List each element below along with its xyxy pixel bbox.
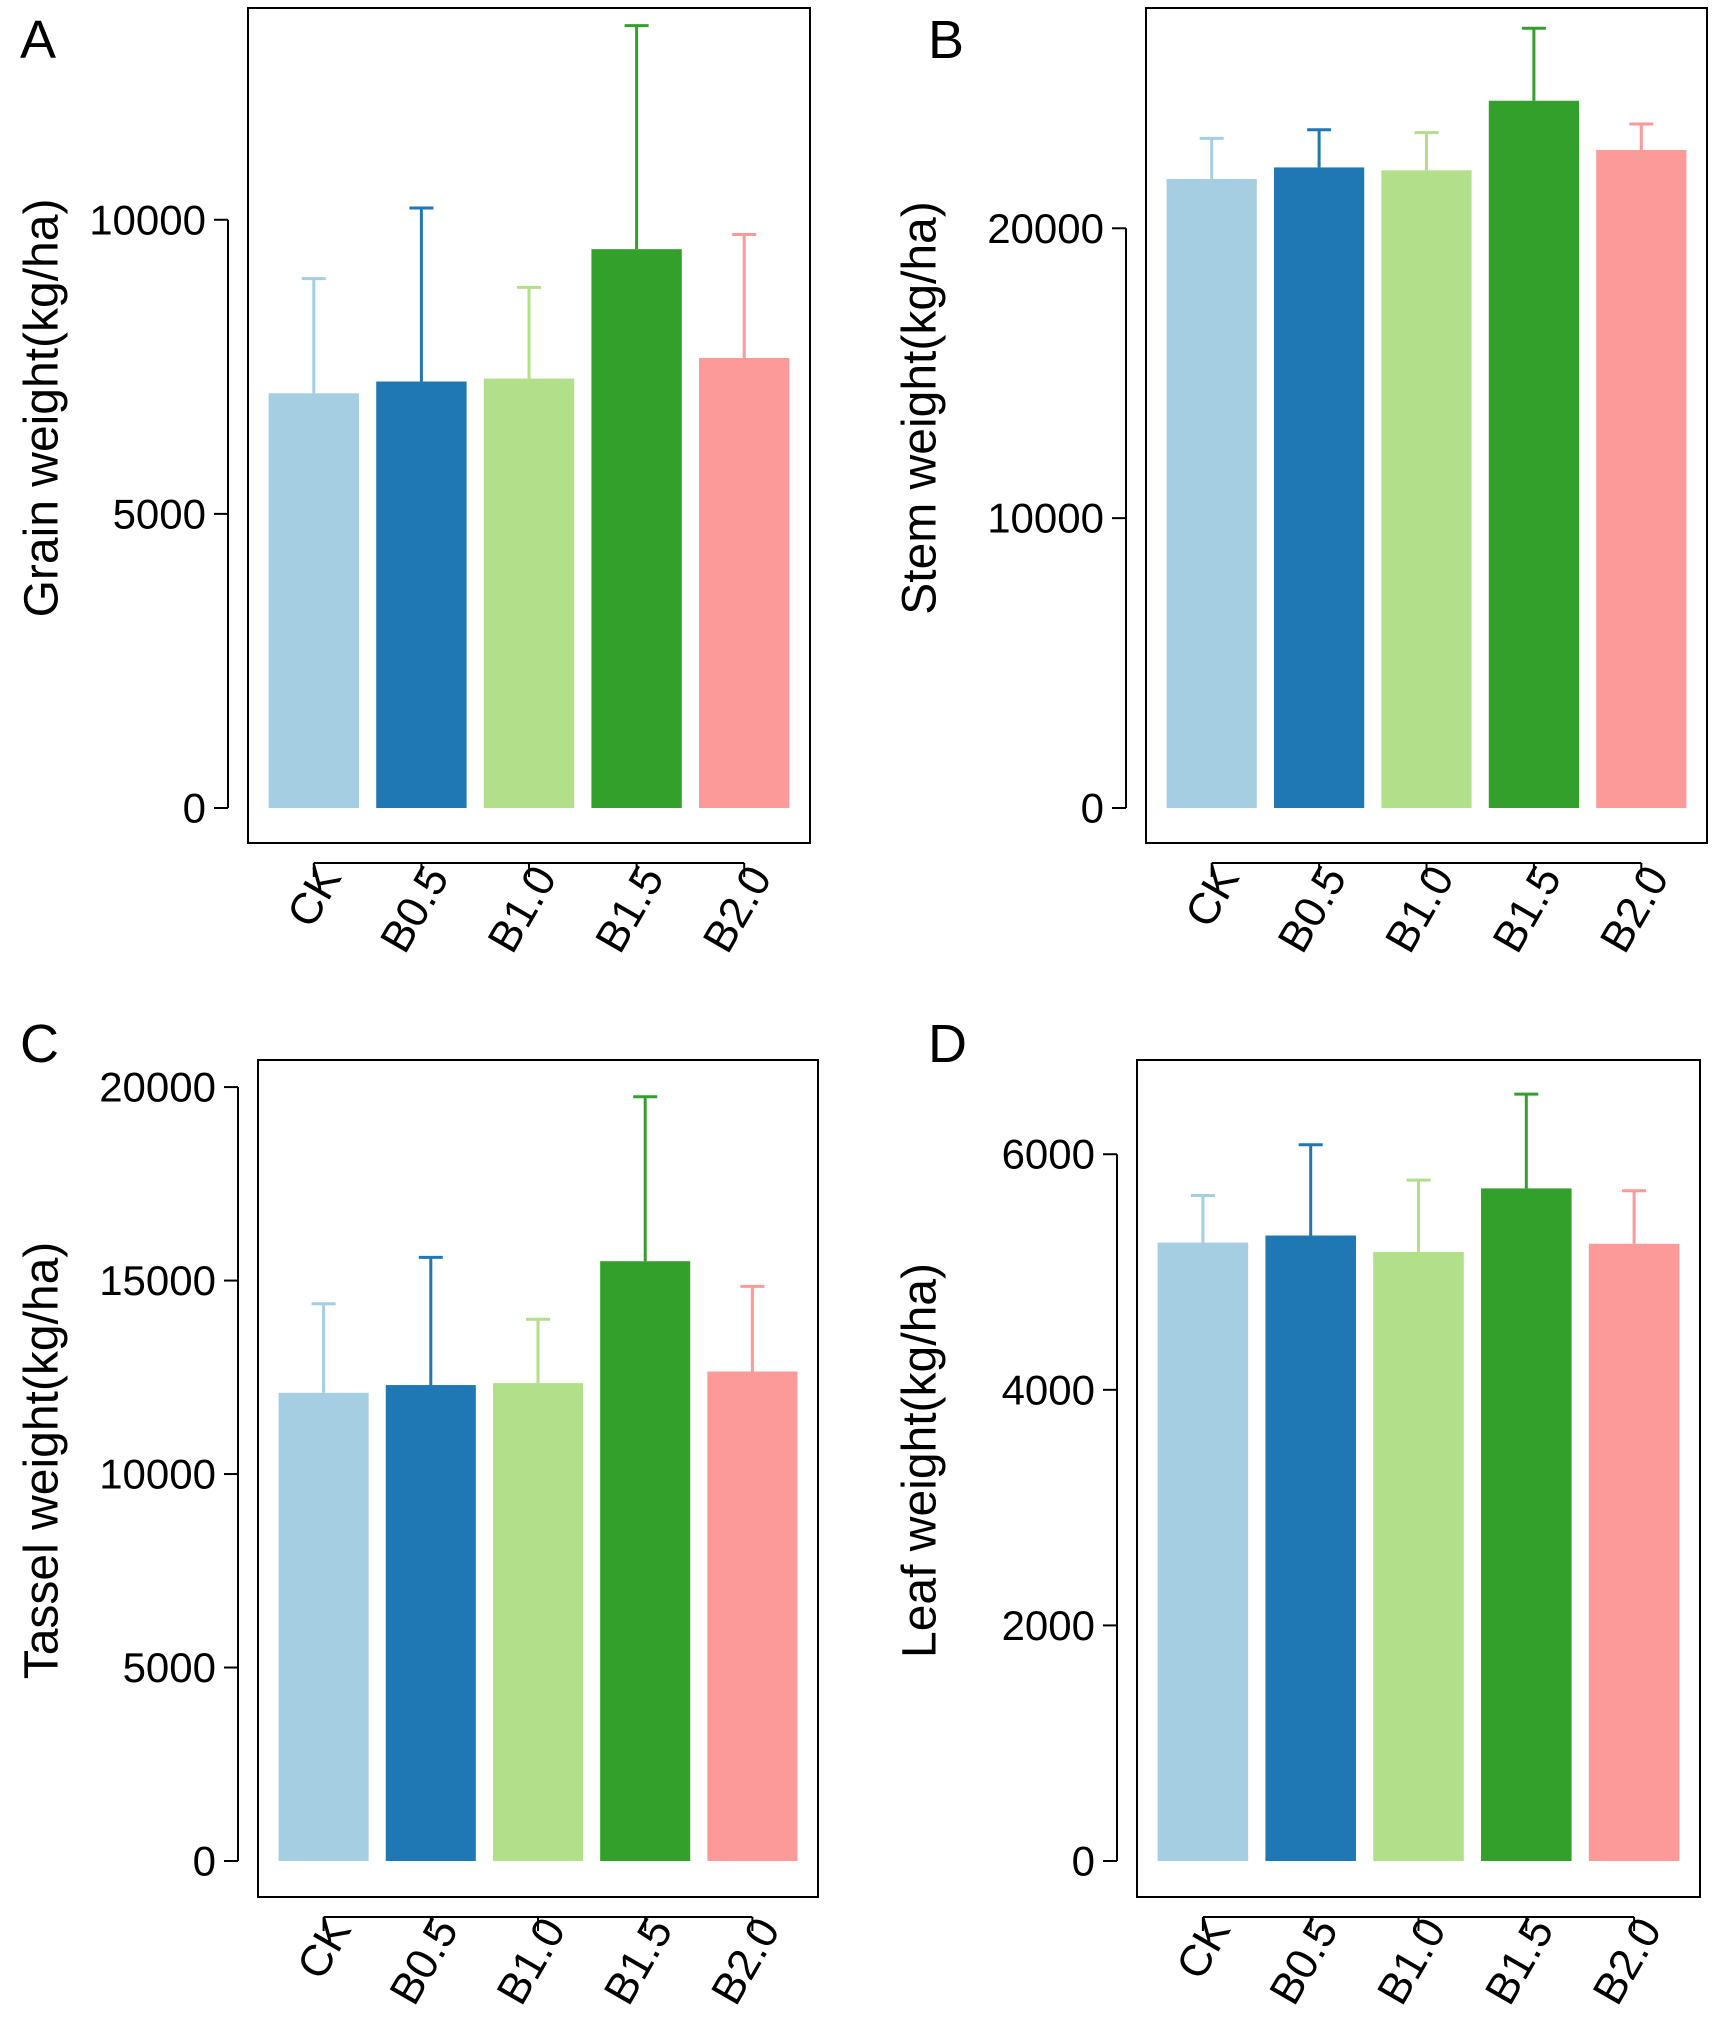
bar-b2-0 (699, 358, 790, 808)
y-tick-label: 10000 (89, 196, 206, 243)
y-tick-label: 5000 (113, 490, 206, 537)
y-tick-label: 0 (183, 785, 206, 832)
bar-b1-0 (492, 1383, 584, 1861)
bar-b0-5 (1265, 1235, 1356, 1861)
panel-letter: A (20, 10, 56, 70)
bar-b0-5 (1273, 167, 1365, 808)
bar-b1-5 (1481, 1188, 1572, 1861)
y-tick-label: 20000 (987, 205, 1104, 252)
x-tick-label: B1.0 (479, 858, 567, 961)
plot-frame (1145, 7, 1708, 844)
y-tick-label: 10000 (987, 495, 1104, 542)
x-tick-label: CK (1176, 858, 1249, 935)
y-axis-label: Stem weight(kg/ha) (894, 201, 947, 615)
bar-b2-0 (707, 1371, 798, 1861)
x-tick-label: CK (288, 1910, 361, 1987)
panel-letter: C (20, 1014, 59, 1074)
y-tick-label: 6000 (1002, 1131, 1095, 1178)
panel-b: B Stem weight(kg/ha) 0 10000 20000 CK B0.5 B1.0… (894, 7, 1708, 961)
x-tick-label: B2.0 (694, 858, 782, 961)
y-tick-label: 0 (193, 1838, 216, 1885)
x-tick-label: B1.5 (1476, 1910, 1564, 2013)
panel-a: A Grain weight(kg/ha) 0 5000 10000 CK B0.5 B1.0… (16, 7, 811, 961)
bar-b1-0 (1373, 1252, 1464, 1861)
y-axis-label: Grain weight(kg/ha) (16, 199, 69, 618)
bar-b1-0 (1381, 170, 1472, 808)
x-tick-label: B2.0 (1584, 1910, 1672, 2013)
y-tick-label: 0 (1081, 785, 1104, 832)
x-tick-label: B0.5 (380, 1910, 468, 2013)
x-tick-label: B2.0 (1591, 858, 1679, 961)
x-tick-label: B1.5 (595, 1910, 683, 2013)
bar-ck (278, 1392, 369, 1861)
bar-ck (1166, 179, 1257, 808)
y-tick-label: 4000 (1002, 1366, 1095, 1413)
bar-b0-5 (376, 381, 467, 808)
bar-b0-5 (385, 1385, 476, 1861)
y-tick-label: 10000 (99, 1451, 216, 1498)
bar-b1-0 (483, 378, 575, 808)
y-tick-label: 20000 (99, 1064, 216, 1111)
bar-b1-5 (1488, 100, 1580, 809)
bar-ck (1157, 1242, 1249, 1861)
bar-b2-0 (1588, 1243, 1680, 1861)
x-tick-label: B1.5 (1483, 858, 1571, 961)
x-tick-label: B0.5 (371, 858, 459, 961)
panel-letter: D (928, 1014, 967, 1074)
y-tick-label: 0 (1072, 1838, 1095, 1885)
x-tick-label: B0.5 (1269, 858, 1357, 961)
y-axis-label: Tassel weight(kg/ha) (16, 1242, 69, 1680)
bar-b2-0 (1596, 150, 1687, 808)
x-tick-label: CK (278, 858, 351, 935)
bar-b1-5 (591, 249, 682, 809)
x-tick-label: B1.0 (488, 1910, 576, 2013)
y-tick-label: 2000 (1002, 1602, 1095, 1649)
x-tick-label: B0.5 (1260, 1910, 1348, 2013)
x-tick-label: CK (1167, 1910, 1240, 1987)
x-tick-label: B2.0 (702, 1910, 790, 2013)
x-tick-label: B1.0 (1368, 1910, 1456, 2013)
plot-frame (247, 7, 811, 844)
panel-letter: B (928, 10, 964, 70)
plot-frame (257, 1059, 819, 1898)
bar-b1-5 (600, 1261, 691, 1861)
y-tick-label: 5000 (123, 1644, 216, 1691)
y-tick-label: 15000 (99, 1257, 216, 1304)
plot-frame (1136, 1059, 1701, 1898)
bar-ck (268, 393, 359, 808)
panel-c: C Tassel weight(kg/ha) 0 5000 10000 15000 2000… (16, 1014, 819, 2013)
x-tick-label: B1.5 (586, 858, 674, 961)
y-axis-label: Leaf weight(kg/ha) (894, 1263, 947, 1658)
x-tick-label: B1.0 (1376, 858, 1464, 961)
